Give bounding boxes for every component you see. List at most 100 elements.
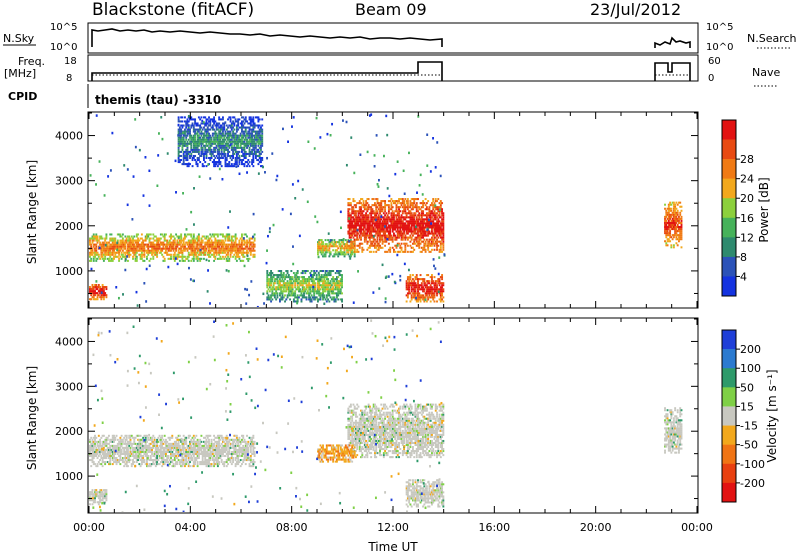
heatmap-cell — [184, 140, 186, 143]
heatmap-cell — [121, 243, 124, 246]
heatmap-cell — [393, 216, 395, 219]
heatmap-cell — [211, 241, 214, 244]
heatmap-cell — [315, 296, 318, 299]
heatmap-cell — [420, 214, 423, 217]
heatmap-cell — [190, 154, 193, 157]
heatmap-cell — [192, 156, 195, 160]
heatmap-cell — [210, 156, 213, 160]
heatmap-cell — [253, 146, 256, 149]
heatmap-cell — [301, 276, 304, 279]
heatmap-cell — [102, 253, 105, 256]
heatmap-cell — [235, 154, 238, 157]
heatmap-cell — [190, 152, 193, 155]
heatmap-cell — [185, 144, 188, 147]
heatmap-cell — [199, 245, 202, 248]
heatmap-cell — [204, 138, 207, 141]
heatmap-cell — [339, 290, 342, 293]
heatmap-cell — [108, 247, 110, 250]
heatmap-cell — [330, 278, 333, 281]
heatmap-cell — [89, 253, 91, 256]
heatmap-cell — [181, 259, 184, 262]
heatmap-cell — [410, 208, 413, 211]
heatmap-cell — [249, 237, 252, 240]
heatmap-cell — [403, 242, 406, 245]
heatmap-cell — [172, 243, 175, 246]
heatmap-cell — [220, 142, 223, 145]
heatmap-cell — [438, 298, 441, 301]
heatmap-cell — [401, 202, 404, 205]
heatmap-cell — [157, 237, 160, 240]
heatmap-cell — [409, 200, 412, 203]
heatmap-cell — [214, 245, 217, 248]
heatmap-cell — [95, 247, 98, 250]
heatmap-cell — [215, 124, 218, 127]
heatmap-cell — [386, 214, 389, 217]
heatmap-cell — [185, 247, 188, 250]
heatmap-cell — [223, 150, 226, 153]
heatmap-cell — [296, 301, 299, 305]
heatmap-cell — [241, 163, 243, 166]
heatmap-cell — [380, 238, 383, 241]
heatmap-cell — [215, 138, 218, 141]
heatmap-cell — [338, 241, 341, 244]
heatmap-cell — [409, 214, 412, 217]
heatmap-cell — [159, 247, 162, 250]
heatmap-cell — [209, 150, 212, 153]
heatmap-cell — [258, 130, 261, 133]
heatmap-cell — [118, 233, 121, 236]
heatmap-cell — [396, 218, 399, 221]
heatmap-cell — [289, 290, 292, 293]
heatmap-cell — [301, 282, 304, 285]
heatmap-cell — [223, 134, 226, 137]
heatmap-cell — [417, 300, 419, 303]
heatmap-cell — [157, 241, 160, 244]
heatmap-cell — [298, 234, 301, 238]
heatmap-cell — [295, 278, 298, 281]
heatmap-cell — [230, 239, 233, 242]
heatmap-cell — [330, 290, 333, 293]
heatmap-cell — [432, 198, 435, 201]
heatmap-cell — [168, 243, 171, 246]
heatmap-cell — [154, 251, 157, 254]
heatmap-cell — [233, 140, 236, 143]
heatmap-cell — [260, 161, 262, 164]
heatmap-cell — [266, 276, 269, 279]
heatmap-cell — [214, 241, 217, 244]
heatmap-cell — [328, 272, 331, 275]
heatmap-cell — [222, 126, 224, 129]
heatmap-cell — [377, 185, 380, 188]
heatmap-cell — [116, 233, 119, 236]
heatmap-cell — [242, 136, 245, 139]
heatmap-cell — [251, 124, 254, 127]
heatmap-cell — [222, 132, 224, 135]
heatmap-cell — [246, 152, 248, 155]
heatmap-cell — [247, 259, 250, 262]
heatmap-cell — [99, 243, 102, 246]
heatmap-cell — [327, 280, 330, 283]
heatmap-cell — [162, 247, 165, 250]
heatmap-cell — [203, 116, 205, 119]
heatmap-cell — [92, 298, 95, 301]
heatmap-cell — [349, 226, 352, 229]
heatmap-cell — [363, 226, 366, 229]
heatmap-cell — [186, 163, 189, 166]
heatmap-cell — [398, 226, 400, 229]
heatmap-cell — [235, 156, 238, 160]
heatmap-cell — [189, 278, 192, 281]
heatmap-cell — [139, 257, 142, 260]
heatmap-cell — [325, 296, 328, 299]
heatmap-cell — [431, 210, 433, 213]
heatmap-cell — [218, 247, 221, 250]
heatmap-cell — [401, 200, 404, 203]
heatmap-cell — [361, 248, 364, 251]
heatmap-cell — [163, 233, 166, 236]
heatmap-cell — [338, 280, 341, 283]
heatmap-cell — [353, 246, 356, 249]
heatmap-cell — [154, 243, 157, 246]
heatmap-cell — [243, 239, 246, 242]
heatmap-cell — [178, 126, 181, 129]
heatmap-cell — [413, 200, 416, 203]
heatmap-cell — [424, 282, 427, 285]
heatmap-cell — [680, 232, 683, 235]
heatmap-cell — [372, 250, 375, 253]
